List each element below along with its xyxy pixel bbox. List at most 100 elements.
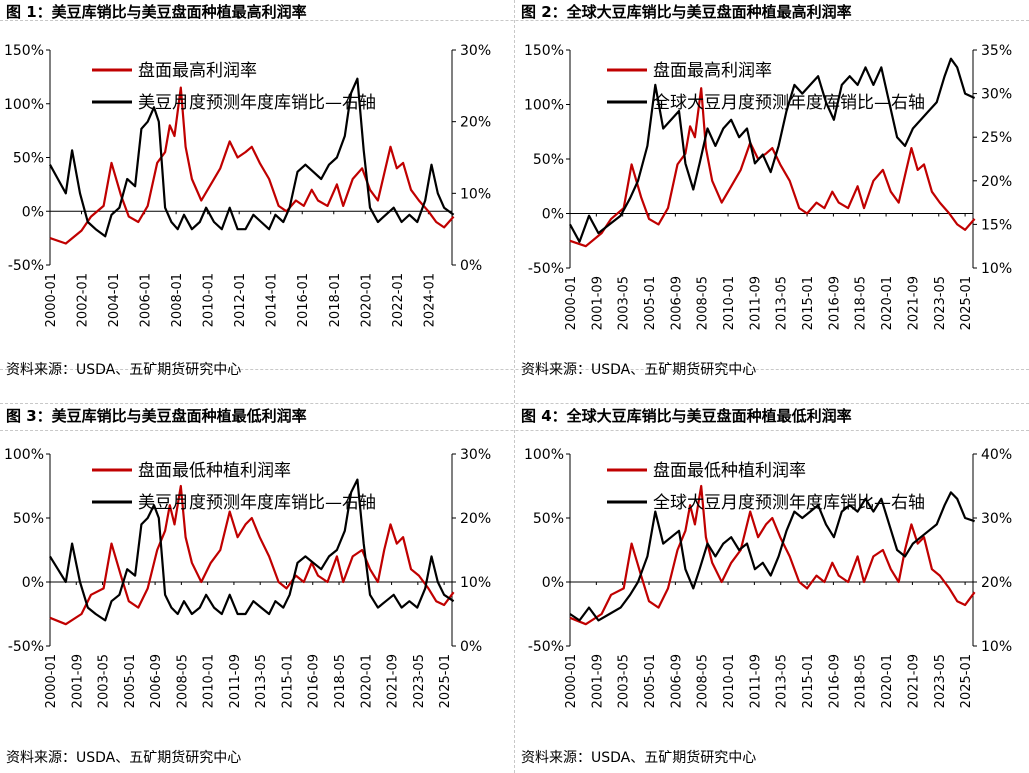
- x-axis-tick-label: 2000-01: [44, 273, 59, 327]
- x-axis-tick-label: 2005-01: [123, 654, 138, 708]
- x-axis-tick-label: 2023-05: [933, 654, 948, 708]
- x-axis-tick-label: 2000-01: [564, 654, 579, 708]
- x-axis-tick-label: 2010-01: [722, 654, 737, 708]
- legend-label: 美豆月度预测年度库销比—右轴: [138, 93, 376, 113]
- legend-label: 盘面最低种植利润率: [653, 461, 806, 481]
- chart-2-svg: -50% 0% 50% 100% 150% 10% 15% 20% 25% 30% 35% 2000-…: [524, 43, 1012, 330]
- x-axis-tick-label: 2003-05: [97, 654, 112, 708]
- x-axis-tick-label: 2003-05: [617, 654, 632, 708]
- right-axis-tick-label: 30%: [981, 87, 1012, 103]
- left-axis-tick-label: -50%: [8, 639, 44, 655]
- right-axis-tick-label: 25%: [981, 130, 1012, 146]
- profit-margin-line: [49, 484, 455, 626]
- left-axis-tick-label: 50%: [13, 511, 44, 527]
- profit-margin-line: [569, 87, 976, 248]
- left-axis-tick-label: -50%: [528, 639, 564, 655]
- x-axis-tick-label: 2025-01: [438, 654, 453, 708]
- stock-to-use-line: [569, 491, 975, 622]
- right-axis-tick-label: 40%: [981, 447, 1012, 463]
- chart-panel-1: 图 1：美豆库销比与美豆盘面种植最高利润率 -50% 0% 50% 100% 150% 0…: [0, 0, 514, 386]
- legend-label: 全球大豆月度预测年度库销比—右轴: [653, 493, 925, 513]
- divider-source-1: [0, 369, 1029, 370]
- x-axis-tick-label: 2010-01: [202, 273, 217, 327]
- x-axis-tick-label: 2021-09: [906, 654, 921, 708]
- x-axis-tick-label: 2020-01: [880, 654, 895, 708]
- chart-title: 图 1：美豆库销比与美豆盘面种植最高利润率: [6, 3, 307, 21]
- vertical-divider: [514, 0, 516, 773]
- chart-source: 资料来源：USDA、五矿期货研究中心: [521, 750, 757, 766]
- divider-middle: [0, 403, 1029, 404]
- x-axis-tick-label: 2005-01: [643, 276, 658, 330]
- left-axis-tick-label: 0%: [542, 575, 564, 591]
- x-axis-tick-label: 2014-01: [265, 273, 280, 327]
- x-axis-tick-label: 2023-05: [933, 276, 948, 330]
- x-axis-tick-label: 2016-09: [827, 276, 842, 330]
- chart-1-svg: -50% 0% 50% 100% 150% 0% 10% 20% 30% 2000-01 2002-…: [4, 43, 491, 327]
- left-axis-tick-label: 50%: [533, 152, 564, 168]
- legend-label: 盘面最低种植利润率: [138, 461, 291, 481]
- right-axis-tick-label: 0%: [460, 639, 482, 655]
- x-axis-tick-label: 2006-09: [669, 654, 684, 708]
- left-axis-tick-label: 150%: [524, 43, 564, 59]
- chart-4-svg: -50% 0% 50% 100% 10% 20% 30% 40% 2000-01 2001-09 2…: [524, 447, 1012, 708]
- x-axis-tick-label: 2020-01: [359, 273, 374, 327]
- x-axis-tick-label: 2015-01: [801, 654, 816, 708]
- left-axis-tick-label: 0%: [22, 204, 44, 220]
- left-axis-tick-label: 100%: [4, 97, 44, 113]
- left-axis-tick-label: 100%: [524, 98, 564, 114]
- left-axis-tick-label: -50%: [528, 261, 564, 277]
- right-axis-tick-label: 20%: [981, 575, 1012, 591]
- x-axis-tick-label: 2000-01: [564, 276, 579, 330]
- x-axis-tick-label: 2021-09: [386, 654, 401, 708]
- x-axis-tick-label: 2008-01: [170, 273, 185, 327]
- chart-panel-2: 图 2：全球大豆库销比与美豆盘面种植最高利润率 -50% 0% 50% 100% 150…: [515, 0, 1029, 386]
- x-axis-tick-label: 2022-01: [391, 273, 406, 327]
- chart-title: 图 3：美豆库销比与美豆盘面种植最低利润率: [6, 407, 307, 425]
- x-axis-tick-label: 2013-05: [254, 654, 269, 708]
- left-axis-tick-label: 50%: [533, 511, 564, 527]
- x-axis-tick-label: 2018-05: [854, 276, 869, 330]
- left-axis-tick-label: 100%: [524, 447, 564, 463]
- profit-margin-line: [49, 86, 455, 245]
- x-axis-tick-label: 2015-01: [801, 276, 816, 330]
- left-axis-tick-label: 0%: [542, 207, 564, 223]
- x-axis-tick-label: 2021-09: [906, 276, 921, 330]
- right-axis-tick-label: 35%: [981, 43, 1012, 59]
- chart-source: 资料来源：USDA、五矿期货研究中心: [521, 362, 757, 378]
- chart-3-svg: -50% 0% 50% 100% 0% 10% 20% 30% 2000-01 2001-09 20…: [4, 447, 491, 708]
- x-axis-tick-label: 2010-01: [722, 276, 737, 330]
- x-axis-tick-label: 2003-05: [617, 276, 632, 330]
- chart-title: 图 4：全球大豆库销比与美豆盘面种植最低利润率: [521, 407, 852, 425]
- divider-top: [0, 20, 1029, 21]
- x-axis-tick-label: 2016-09: [307, 654, 322, 708]
- left-axis-tick-label: 0%: [22, 575, 44, 591]
- x-axis-tick-label: 2011-09: [748, 276, 763, 330]
- right-axis-tick-label: 10%: [981, 639, 1012, 655]
- legend-label: 盘面最高利润率: [138, 61, 257, 81]
- x-axis-tick-label: 2001-09: [70, 654, 85, 708]
- legend-label: 盘面最高利润率: [653, 61, 772, 81]
- right-axis-tick-label: 30%: [460, 447, 491, 463]
- chart-title: 图 2：全球大豆库销比与美豆盘面种植最高利润率: [521, 3, 852, 21]
- x-axis-tick-label: 2011-09: [228, 654, 243, 708]
- legend-label: 美豆月度预测年度库销比—右轴: [138, 493, 376, 513]
- right-axis-tick-label: 10%: [981, 261, 1012, 277]
- x-axis-tick-label: 2006-01: [139, 273, 154, 327]
- left-axis-tick-label: 50%: [13, 151, 44, 167]
- x-axis-tick-label: 2012-01: [233, 273, 248, 327]
- x-axis-tick-label: 2023-05: [412, 654, 427, 708]
- left-axis-tick-label: -50%: [8, 258, 44, 274]
- x-axis-tick-label: 2008-05: [175, 654, 190, 708]
- left-axis-tick-label: 150%: [4, 43, 44, 59]
- right-axis-tick-label: 0%: [460, 258, 482, 274]
- stock-to-use-line: [49, 77, 455, 238]
- x-axis-tick-label: 2008-05: [696, 276, 711, 330]
- x-axis-tick-label: 2001-09: [590, 276, 605, 330]
- x-axis-tick-label: 2025-01: [959, 276, 974, 330]
- right-axis-tick-label: 30%: [981, 511, 1012, 527]
- x-axis-tick-label: 2015-01: [280, 654, 295, 708]
- stock-to-use-line: [49, 478, 455, 622]
- x-axis-tick-label: 2004-01: [107, 273, 122, 327]
- x-axis-tick-label: 2020-01: [880, 276, 895, 330]
- chart-source: 资料来源：USDA、五矿期货研究中心: [6, 362, 242, 378]
